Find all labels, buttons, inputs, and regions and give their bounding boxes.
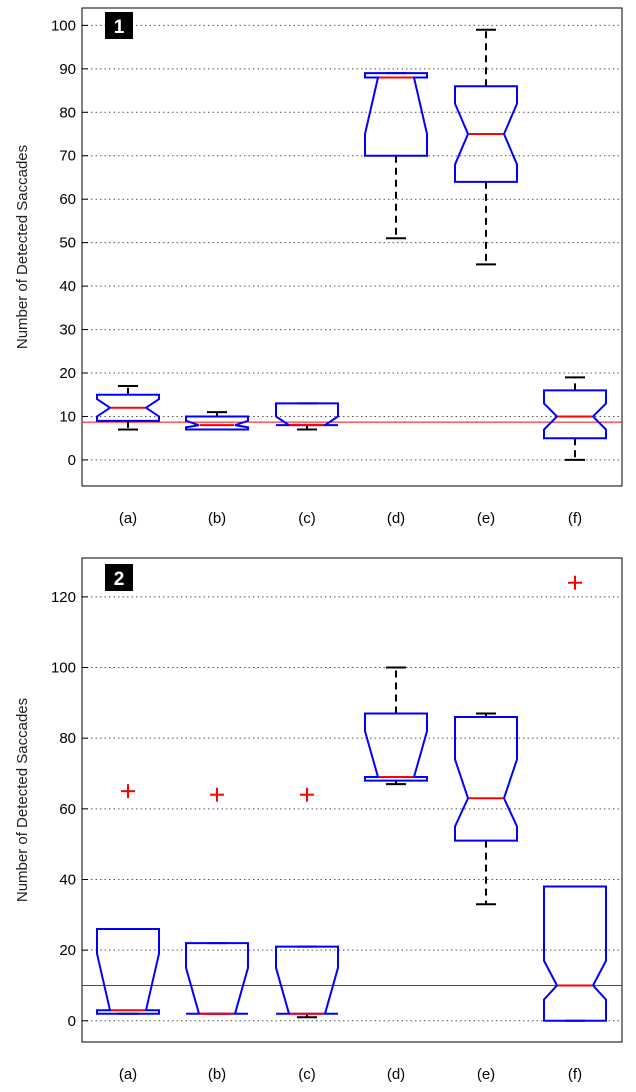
panel-badge-bg	[105, 12, 133, 39]
y-tick-label: 80	[59, 104, 76, 121]
y-tick-label: 10	[59, 408, 76, 425]
y-axis-label: Number of Detected Saccades	[14, 145, 31, 349]
x-category-label: (e)	[477, 510, 495, 527]
box-a	[96, 385, 160, 431]
box-c	[275, 787, 339, 1019]
box-b	[185, 787, 249, 1015]
outlier-marker	[568, 575, 582, 590]
box-f	[543, 575, 607, 1022]
notched-box	[185, 942, 249, 1015]
notched-box	[96, 393, 160, 422]
y-tick-label: 0	[68, 1013, 76, 1030]
box-d	[364, 666, 428, 786]
y-tick-label: 50	[59, 235, 76, 252]
notched-box	[96, 927, 160, 1015]
outlier-marker	[300, 787, 314, 802]
plot-frame	[81, 557, 623, 1043]
x-category-label: (b)	[208, 1066, 226, 1083]
plot-frame	[81, 7, 623, 487]
notched-box	[543, 885, 607, 1022]
y-tick-label: 60	[59, 191, 76, 208]
panel-badge-label: 1	[114, 17, 125, 38]
y-tick-label: 80	[59, 730, 76, 747]
x-category-label: (f)	[568, 1066, 582, 1083]
panel-badge-label: 2	[114, 569, 125, 590]
y-tick-label: 100	[51, 660, 76, 677]
y-tick-label: 20	[59, 365, 76, 382]
box-d	[364, 72, 428, 240]
panel-badge: 1	[105, 12, 133, 39]
box-b	[185, 411, 249, 431]
x-category-label: (f)	[568, 510, 582, 527]
outlier-marker	[121, 784, 135, 799]
y-tick-label: 100	[51, 17, 76, 34]
outlier-marker	[210, 787, 224, 802]
y-tick-label: 40	[59, 871, 76, 888]
x-category-label: (c)	[298, 510, 316, 527]
y-tick-label: 90	[59, 61, 76, 78]
notched-box	[454, 715, 518, 842]
y-axis-label: Number of Detected Saccades	[14, 698, 31, 902]
box-c	[275, 402, 339, 431]
notched-box	[454, 85, 518, 183]
panel-badge-bg	[105, 564, 133, 591]
x-category-label: (b)	[208, 510, 226, 527]
y-tick-label: 120	[51, 589, 76, 606]
x-category-label: (a)	[119, 1066, 137, 1083]
x-category-label: (d)	[387, 1066, 405, 1083]
x-category-label: (d)	[387, 510, 405, 527]
x-category-label: (e)	[477, 1066, 495, 1083]
chart-panel-2: 0 20 40 60 80 100 120 Number of Detected Saccad…	[14, 557, 623, 1083]
notched-box	[364, 72, 428, 157]
notched-box	[275, 402, 339, 427]
y-tick-label: 60	[59, 801, 76, 818]
x-category-label: (a)	[119, 510, 137, 527]
notched-box	[275, 945, 339, 1015]
box-a	[96, 784, 160, 1015]
x-category-label: (c)	[298, 1066, 316, 1083]
notched-box	[364, 712, 428, 782]
notched-box	[543, 389, 607, 440]
y-tick-label: 40	[59, 278, 76, 295]
y-tick-label: 20	[59, 942, 76, 959]
panel-badge: 2	[105, 564, 133, 591]
box-f	[543, 376, 607, 461]
y-tick-label: 30	[59, 322, 76, 339]
chart-panel-1: 0 10 20 30 40 50 60 70 80 90 100 Number of Detected…	[14, 7, 623, 527]
y-tick-label: 70	[59, 148, 76, 165]
y-tick-label: 0	[68, 452, 76, 469]
box-e	[454, 712, 518, 906]
box-e	[454, 28, 518, 266]
notched-box	[185, 415, 249, 431]
